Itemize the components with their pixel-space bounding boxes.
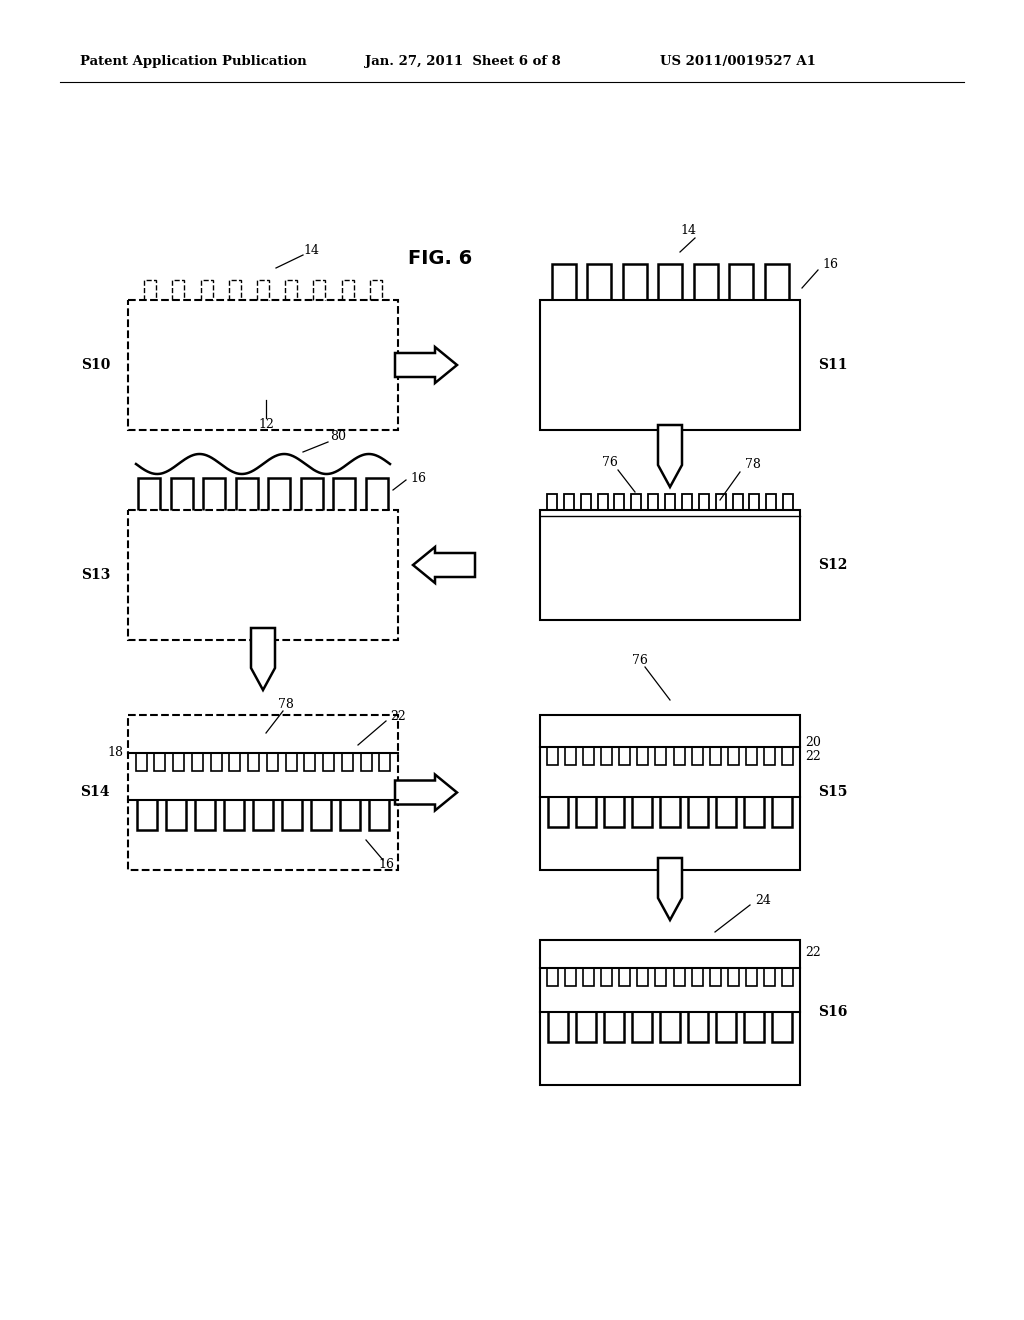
Bar [128, 715, 398, 870]
Text: S11: S11 [818, 358, 848, 372]
Text: 22: 22 [805, 751, 821, 763]
Text: S16: S16 [818, 1006, 848, 1019]
Text: Patent Application Publication: Patent Application Publication [80, 55, 307, 69]
Text: 24: 24 [755, 894, 771, 907]
Text: Jan. 27, 2011  Sheet 6 of 8: Jan. 27, 2011 Sheet 6 of 8 [365, 55, 561, 69]
Text: S14: S14 [81, 785, 110, 800]
Text: 80: 80 [330, 429, 346, 442]
Bar [540, 715, 800, 870]
Polygon shape [395, 775, 457, 810]
Text: S15: S15 [818, 785, 848, 800]
Text: 22: 22 [805, 945, 821, 958]
Text: 78: 78 [745, 458, 761, 471]
Text: S12: S12 [818, 558, 848, 572]
Text: 14: 14 [303, 243, 319, 256]
Bar [540, 300, 800, 430]
Polygon shape [251, 628, 275, 690]
Text: 22: 22 [390, 710, 406, 723]
Text: 16: 16 [378, 858, 394, 871]
Text: S13: S13 [81, 568, 110, 582]
Polygon shape [658, 858, 682, 920]
Text: 18: 18 [106, 747, 123, 759]
Polygon shape [658, 425, 682, 487]
Text: 16: 16 [822, 259, 838, 272]
Text: 14: 14 [680, 223, 696, 236]
Text: S10: S10 [81, 358, 110, 372]
Polygon shape [413, 546, 475, 583]
Bar [540, 940, 800, 1085]
Text: 20: 20 [805, 735, 821, 748]
Bar [128, 300, 398, 430]
Text: 76: 76 [602, 455, 617, 469]
Text: FIG. 6: FIG. 6 [408, 248, 472, 268]
Text: 78: 78 [279, 698, 294, 711]
Text: 12: 12 [258, 418, 274, 432]
Polygon shape [395, 347, 457, 383]
Text: US 2011/0019527 A1: US 2011/0019527 A1 [660, 55, 816, 69]
Bar [540, 510, 800, 620]
Text: 76: 76 [632, 653, 648, 667]
Text: 16: 16 [410, 471, 426, 484]
Bar [128, 510, 398, 640]
